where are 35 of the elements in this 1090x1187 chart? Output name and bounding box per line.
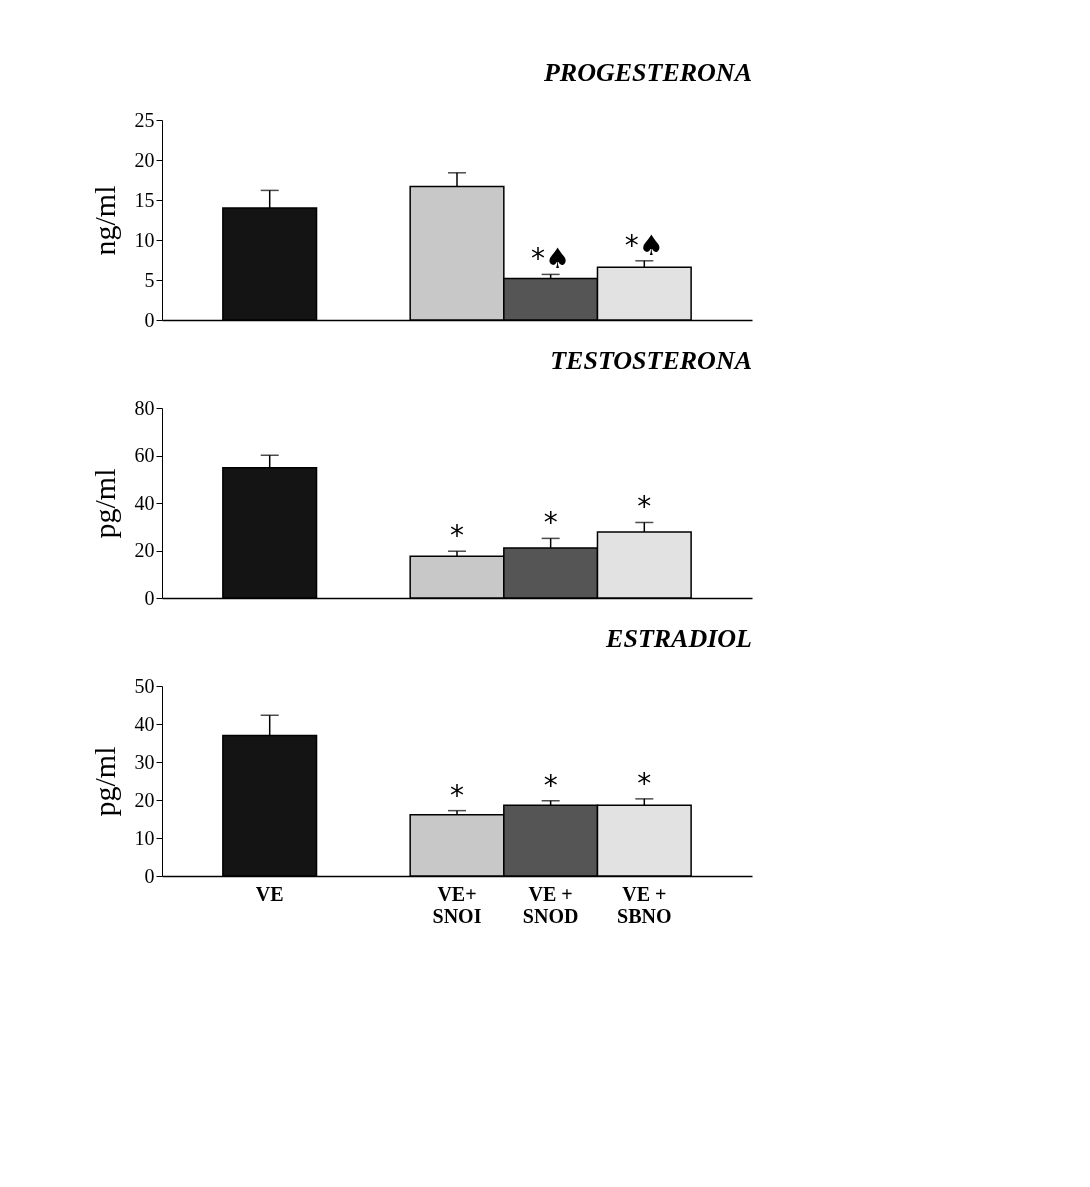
y-tick-label: 15 (134, 188, 155, 211)
annotation: *♠ (531, 242, 571, 276)
y-tick-label: 60 (134, 444, 155, 466)
y-axis-title: pg/ml (87, 468, 121, 539)
y-tick-label: 5 (144, 268, 155, 291)
y-axis-title: pg/ml (87, 746, 121, 817)
y-tick-label: 50 (134, 674, 155, 697)
annotation: * (637, 766, 652, 800)
y-tick-label: 40 (134, 712, 155, 735)
annotation: * (543, 768, 558, 802)
y-tick-label: 10 (134, 228, 155, 251)
x-tick-label: VE+ SNOI (432, 882, 482, 927)
x-tick-label: VE + SNOD (522, 882, 579, 927)
y-tick-label: 0 (144, 586, 155, 609)
chart-title: TESTOSTERONA (550, 346, 752, 375)
y-axis-title: ng/ml (87, 185, 121, 256)
annotation: *♠ (624, 228, 664, 262)
chart-title: ESTRADIOL (605, 624, 752, 653)
y-tick-label: 80 (134, 396, 155, 419)
y-tick-label: 30 (134, 750, 155, 773)
x-tick-label: VE + SBNO (617, 882, 672, 927)
y-tick-label: 0 (144, 864, 155, 887)
annotation: * (450, 778, 464, 812)
y-tick-label: 20 (134, 539, 155, 561)
y-tick-label: 25 (134, 108, 155, 131)
y-tick-label: 20 (134, 148, 155, 171)
x-tick-label: VE (255, 882, 284, 905)
y-tick-label: 40 (134, 491, 155, 514)
chart-title: PROGESTERONA (542, 58, 752, 87)
y-tick-label: 10 (134, 826, 155, 849)
annotation: * (450, 519, 464, 553)
y-tick-label: 0 (144, 308, 155, 331)
annotation: * (543, 506, 558, 540)
annotation: * (637, 490, 652, 524)
y-tick-label: 20 (134, 788, 155, 811)
